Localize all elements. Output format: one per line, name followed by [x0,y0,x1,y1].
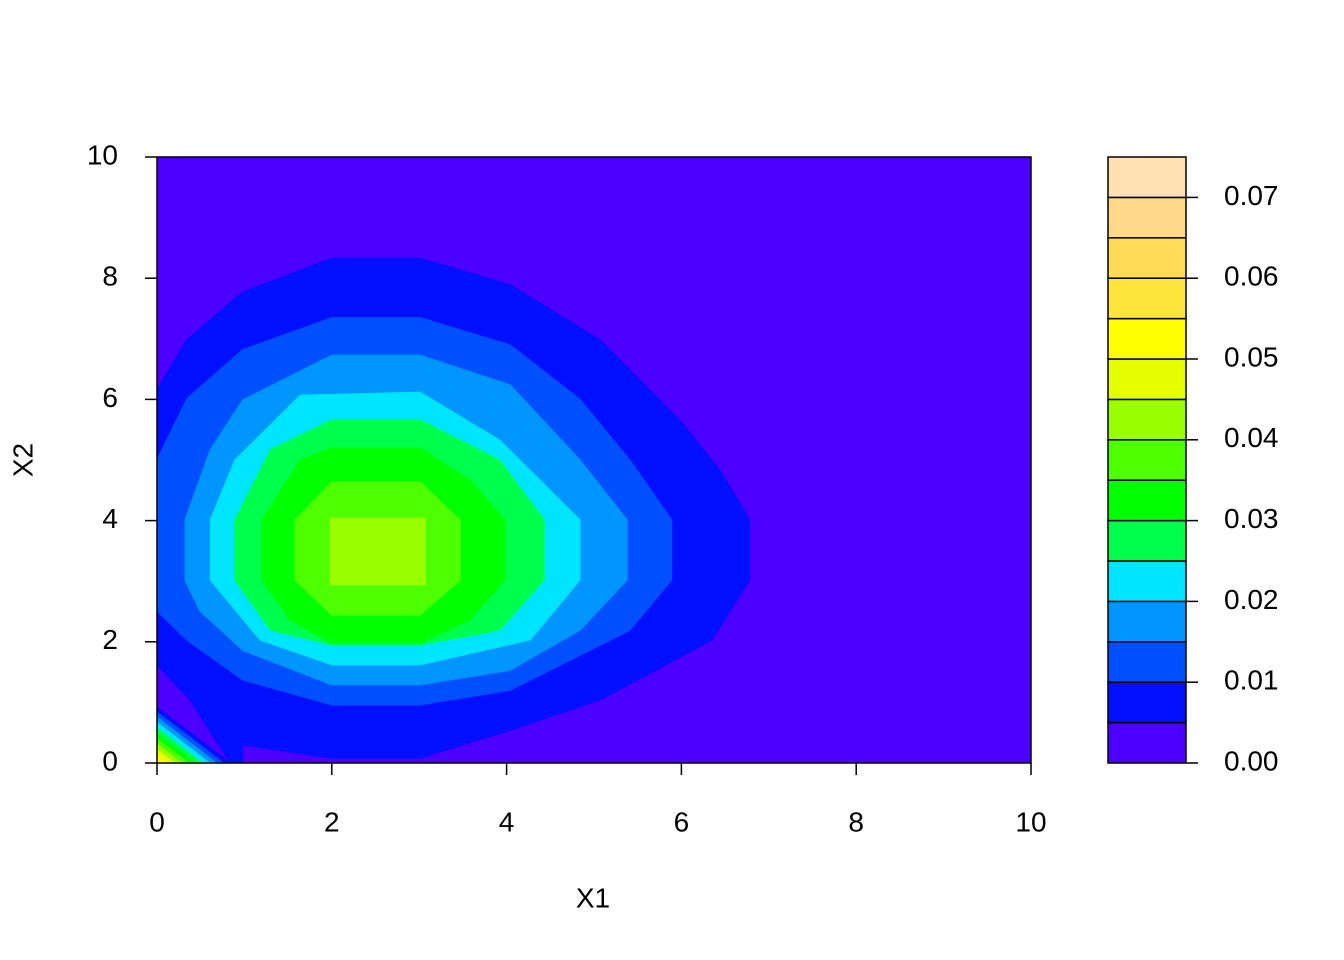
colorbar-band [1107,681,1187,724]
colorbar-tick-label: 0.05 [1224,341,1279,372]
y-tick-label: 0 [102,745,118,776]
colorbar-band [1107,277,1187,320]
y-tick-label: 4 [102,503,118,534]
colorbar-band [1107,398,1187,441]
colorbar-tick-label: 0.04 [1224,422,1279,453]
x-tick-label: 6 [674,806,690,837]
x-tick-label: 0 [149,806,165,837]
colorbar-band [1107,641,1187,683]
colorbar-tick-label: 0.01 [1224,665,1279,696]
colorbar-band [1107,439,1187,481]
contour-region [329,517,426,586]
x-tick-label: 4 [499,806,515,837]
plot-frame [156,156,1032,764]
x-tick-label: 8 [848,806,864,837]
colorbar-band [1107,600,1187,643]
colorbar-band [1107,237,1187,279]
colorbar-band [1107,519,1187,562]
colorbar-tick-label: 0.07 [1224,180,1279,211]
colorbar-band [1107,560,1187,603]
colorbar-band [1107,721,1187,764]
y-tick-label: 2 [102,624,118,655]
y-axis-label: X2 [7,443,38,477]
colorbar-band [1107,156,1187,199]
colorbar-band [1107,317,1187,360]
colorbar-tick-label: 0.03 [1224,503,1279,534]
x-tick-label: 10 [1015,806,1046,837]
y-tick-label: 8 [102,261,118,292]
colorbar-tick-label: 0.00 [1224,745,1279,776]
y-tick-label: 10 [87,139,118,170]
colorbar-tick-label: 0.02 [1224,584,1279,615]
y-tick-label: 6 [102,382,118,413]
colorbar-band [1107,479,1187,522]
x-axis-label: X1 [576,882,610,913]
colorbar-band [1107,196,1187,239]
colorbar-tick-label: 0.06 [1224,261,1279,292]
x-tick-label: 2 [324,806,340,837]
colorbar-band [1107,358,1187,401]
